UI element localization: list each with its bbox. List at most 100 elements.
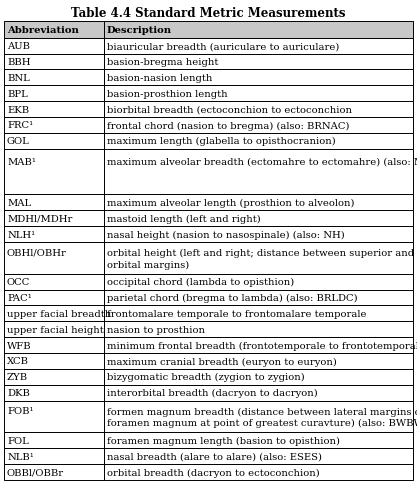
Text: basion-prosthion length: basion-prosthion length [107,90,227,99]
Bar [4,70,104,86]
Bar [104,102,413,118]
Bar [4,102,104,118]
Text: orbital breadth (dacryon to ectoconchion): orbital breadth (dacryon to ectoconchion… [107,468,319,477]
Text: maximum alveolar breadth (ectomahre to ectomahre) (also: MIMI): maximum alveolar breadth (ectomahre to e… [107,158,417,166]
Bar [4,55,104,70]
Bar [4,118,104,134]
Bar [4,464,104,480]
Bar [4,22,104,39]
Bar [4,448,104,464]
Bar [4,211,104,227]
Text: nasal breadth (alare to alare) (also: ESES): nasal breadth (alare to alare) (also: ES… [107,452,322,461]
Bar [104,369,413,385]
Text: MDHl/MDHr: MDHl/MDHr [7,214,73,223]
Text: maximum length (glabella to opisthocranion): maximum length (glabella to opisthocrani… [107,137,336,146]
Bar [4,242,104,274]
Bar [4,353,104,369]
Text: WFB: WFB [7,341,32,350]
Bar [104,118,413,134]
Text: maximum alveolar length (prosthion to alveolon): maximum alveolar length (prosthion to al… [107,198,354,208]
Bar [104,70,413,86]
Bar [4,369,104,385]
Text: DKB: DKB [7,389,30,397]
Text: maximum cranial breadth (euryon to euryon): maximum cranial breadth (euryon to euryo… [107,357,337,366]
Text: biauricular breadth (auriculare to auriculare): biauricular breadth (auriculare to auric… [107,42,339,51]
Bar [104,464,413,480]
Text: AUB: AUB [7,42,30,51]
Bar [104,433,413,448]
Text: Table 4.4 Standard Metric Measurements: Table 4.4 Standard Metric Measurements [71,7,346,20]
Text: BBH: BBH [7,58,30,67]
Bar [4,86,104,102]
Text: foramen magnum length (basion to opisthion): foramen magnum length (basion to opisthi… [107,436,340,445]
Text: basion-bregma height: basion-bregma height [107,58,218,67]
Text: MAL: MAL [7,198,31,208]
Bar [104,353,413,369]
Bar [4,306,104,322]
Bar [104,274,413,290]
Text: upper facial height: upper facial height [7,325,104,334]
Text: frontomalare temporale to frontomalare temporale: frontomalare temporale to frontomalare t… [107,309,366,318]
Bar [104,86,413,102]
Bar [4,401,104,433]
Text: Abbreviation: Abbreviation [7,26,79,35]
Bar [104,242,413,274]
Text: EKB: EKB [7,106,29,114]
Text: OBHl/OBHr: OBHl/OBHr [7,248,67,257]
Text: BNL: BNL [7,74,30,83]
Text: biorbital breadth (ectoconchion to ectoconchion: biorbital breadth (ectoconchion to ectoc… [107,106,352,114]
Text: MAB¹: MAB¹ [7,158,36,166]
Text: bizygomatic breadth (zygion to zygion): bizygomatic breadth (zygion to zygion) [107,373,304,382]
Bar [104,55,413,70]
Text: formen magnum breadth (distance between lateral margins of the
foramen magnum at: formen magnum breadth (distance between … [107,407,417,427]
Text: nasion to prosthion: nasion to prosthion [107,325,205,334]
Text: interorbital breadth (dacryon to dacryon): interorbital breadth (dacryon to dacryon… [107,388,317,397]
Bar [4,195,104,211]
Bar [104,448,413,464]
Text: ZYB: ZYB [7,373,28,381]
Bar [4,433,104,448]
Bar [4,337,104,353]
Text: nasal height (nasion to nasospinale) (also: NH): nasal height (nasion to nasospinale) (al… [107,230,344,239]
Bar [104,385,413,401]
Bar [4,274,104,290]
Bar [4,39,104,55]
Bar [104,22,413,39]
Bar [4,227,104,242]
Text: FOL: FOL [7,436,29,445]
Text: FRC¹: FRC¹ [7,121,33,130]
Bar [4,290,104,306]
Bar [104,322,413,337]
Text: NLH¹: NLH¹ [7,230,35,239]
Text: XCB: XCB [7,357,29,366]
Text: basion-nasion length: basion-nasion length [107,74,212,83]
Text: minimum frontal breadth (frontotemporale to frontotemporale): minimum frontal breadth (frontotemporale… [107,341,417,350]
Bar [104,39,413,55]
Bar [104,290,413,306]
Text: Description: Description [107,26,172,35]
Bar [104,306,413,322]
Text: BPL: BPL [7,90,28,99]
Bar [104,227,413,242]
Text: upper facial breadth: upper facial breadth [7,309,111,318]
Text: orbital height (left and right; distance between superior and inferior
orbital m: orbital height (left and right; distance… [107,248,417,269]
Text: occipital chord (lambda to opisthion): occipital chord (lambda to opisthion) [107,277,294,287]
Text: GOL: GOL [7,137,30,146]
Text: NLB¹: NLB¹ [7,452,34,461]
Text: PAC¹: PAC¹ [7,293,32,302]
Text: OCC: OCC [7,278,30,287]
Text: parietal chord (bregma to lambda) (also: BRLDC): parietal chord (bregma to lambda) (also:… [107,293,357,302]
Text: OBBl/OBBr: OBBl/OBBr [7,468,64,477]
Bar [104,401,413,433]
Bar [104,150,413,195]
Bar [4,385,104,401]
Bar [104,337,413,353]
Text: frontal chord (nasion to bregma) (also: BRNAC): frontal chord (nasion to bregma) (also: … [107,121,349,130]
Bar [104,195,413,211]
Bar [104,134,413,150]
Text: mastoid length (left and right): mastoid length (left and right) [107,214,261,223]
Bar [4,322,104,337]
Bar [4,134,104,150]
Bar [104,211,413,227]
Bar [4,150,104,195]
